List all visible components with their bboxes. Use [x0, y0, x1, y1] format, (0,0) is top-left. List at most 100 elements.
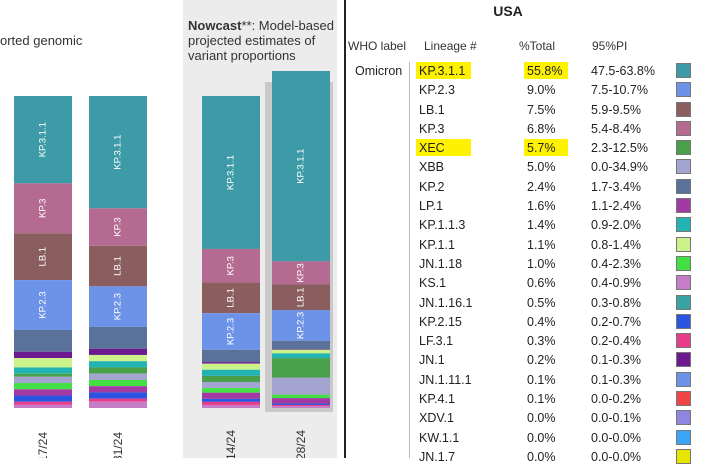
percent-total: 5.7%	[527, 141, 556, 156]
bar-segment-lf-3-1	[89, 398, 147, 402]
bar-segment-label: KP.3.1.1	[113, 135, 124, 170]
percent-total: 9.0%	[527, 83, 556, 98]
bar-segment-kp-1-1	[89, 354, 147, 362]
bar-segment-lb-1	[202, 282, 260, 314]
nowcast-title: Nowcast	[188, 18, 242, 33]
bar-segment-kp-3-1-1	[272, 71, 330, 262]
color-swatch	[676, 217, 691, 233]
prediction-interval: 1.7-3.4%	[591, 179, 642, 194]
bar-segment-ks-1	[89, 401, 147, 408]
bar-segment-kp-1-1	[202, 363, 260, 370]
bar-segment-label: LB.1	[38, 247, 49, 267]
color-swatch	[676, 275, 691, 291]
color-swatch	[676, 333, 691, 349]
table-row: JN.1.16.1 0.5% 0.3-0.8%	[346, 294, 713, 313]
prediction-interval: 0.0-34.9%	[591, 160, 648, 175]
panel-divider	[344, 0, 346, 458]
percent-total: 0.4%	[527, 314, 556, 329]
lineage-highlight	[416, 62, 471, 79]
percent-total: 7.5%	[527, 102, 556, 117]
percent-total: 5.0%	[527, 160, 556, 175]
lineage-name: KP.3	[419, 121, 445, 136]
percent-total: 1.1%	[527, 237, 556, 252]
prediction-interval: 0.1-0.3%	[591, 372, 642, 387]
bar-segment-ks-1	[202, 404, 260, 408]
bar-segment-label: LB.1	[113, 256, 124, 276]
bar-segment-lf-3-1	[202, 401, 260, 405]
bar-segment-jn-1	[89, 348, 147, 355]
lineage-name: JN.1.11.1	[419, 372, 472, 387]
stacked-bar-chart: KP.3.1.1 KP.3 LB.1 KP.2.3 8/17/24 KP.3.1.1 KP.…	[14, 71, 330, 458]
bar-segment-lp-1	[89, 386, 147, 393]
lineage-name: KP.1.1	[419, 237, 455, 252]
bar-segment-label: KP.3.1.1	[226, 155, 237, 190]
color-swatch	[676, 178, 691, 194]
bar-segment-xbb	[272, 377, 330, 395]
lineage-name: KP.4.1	[419, 392, 455, 407]
color-swatch	[676, 294, 691, 310]
prediction-interval: 0.2-0.7%	[591, 314, 642, 329]
lineage-highlight	[416, 139, 471, 157]
bar-segment-lf-3-1	[272, 404, 330, 406]
prediction-interval: 1.1-2.4%	[591, 199, 642, 214]
table-row: XDV.1 0.0% 0.0-0.1%	[346, 409, 713, 428]
table-row: LF.3.1 0.3% 0.2-0.4%	[346, 332, 713, 351]
percent-total: 55.8%	[527, 64, 563, 78]
bar-segment-lb-1	[272, 284, 330, 311]
percent-total: 0.0%	[527, 449, 556, 464]
bar-segment-ks-1	[14, 404, 72, 408]
bar-segment-label: KP.2.3	[226, 318, 237, 345]
bar-segment-kp-1-1-3	[272, 353, 330, 359]
prediction-interval: 0.9-2.0%	[591, 218, 642, 233]
bar-segment-kp-3-1-1	[14, 96, 72, 184]
color-swatch	[676, 140, 691, 156]
table-row: KP.2.15 0.4% 0.2-0.7%	[346, 313, 713, 332]
prediction-interval: 0.0-0.0%	[591, 449, 642, 464]
percent-total: 2.4%	[527, 179, 556, 194]
table-row: KP.1.1.3 1.4% 0.9-2.0%	[346, 216, 713, 235]
table-row: KP.2.3 9.0% 7.5-10.7%	[346, 81, 713, 100]
bar-segment-kp-3-1-1	[89, 96, 147, 209]
bar-segment-kp-2	[89, 326, 147, 349]
bar-segment-label: KP.2.3	[296, 312, 307, 339]
bar-segment-kp-1-1-3	[14, 367, 72, 374]
bar-segment-jn-1	[202, 362, 260, 364]
percent-total: 0.1%	[527, 372, 556, 387]
bar-segment-kp-1-1-3	[89, 361, 147, 368]
table-row: LB.1 7.5% 5.9-9.5%	[346, 101, 713, 120]
color-swatch	[676, 255, 691, 271]
bar-segment-kp-2	[14, 330, 72, 352]
bar-segment-lp-1	[14, 389, 72, 396]
table-row: Omicron KP.3.1.1 55.8% 47.5-63.8%	[346, 62, 713, 81]
prediction-interval: 5.9-9.5%	[591, 102, 642, 117]
bar-segment-label: LB.1	[226, 288, 237, 308]
bar-segment-xec	[14, 373, 72, 377]
bar-segment-lb-1	[14, 233, 72, 281]
color-swatch	[676, 429, 691, 445]
percent-total: 0.0%	[527, 411, 556, 426]
bar-segment-kp-2-3	[89, 286, 147, 327]
bar-segment-kp-1-1-3	[202, 369, 260, 376]
table-row: KP.3 6.8% 5.4-8.4%	[346, 120, 713, 139]
bar-segment-label: KP.3	[296, 263, 307, 282]
prediction-interval: 0.3-0.8%	[591, 295, 642, 310]
lineage-name: LF.3.1	[419, 334, 454, 349]
bar-segment-lp-1	[202, 392, 260, 399]
lineage-name: KW.1.1	[419, 430, 460, 445]
variant-proportion-chart-panel: orted genomic Nowcast**: Model-based pro…	[0, 0, 345, 458]
nowcast-description: **: Model-based projected estimates of v…	[188, 18, 334, 63]
color-swatch	[676, 159, 691, 175]
x-tick-label: 8/31/24	[111, 432, 125, 458]
lineage-name: JN.1.16.1	[419, 295, 473, 310]
percent-total: 0.0%	[527, 430, 556, 445]
bar-segment-jn-1	[14, 351, 72, 359]
bar-segment-label: KP.2.3	[113, 293, 124, 320]
table-row: JN.1.7 0.0% 0.0-0.0%	[346, 448, 713, 467]
bar-segment-lp-1	[272, 398, 330, 404]
table-row: XEC 5.7% 2.3-12.5%	[346, 139, 713, 158]
bar-segment-label: KP.3.1.1	[296, 149, 307, 184]
lineage-table: Omicron KP.3.1.1 55.8% 47.5-63.8% KP.2.3 9.0%…	[346, 62, 713, 467]
bar-segment-kp-2	[202, 349, 260, 363]
bar-segment-jn-1-18	[89, 379, 147, 387]
prediction-interval: 0.0-0.1%	[591, 411, 642, 426]
